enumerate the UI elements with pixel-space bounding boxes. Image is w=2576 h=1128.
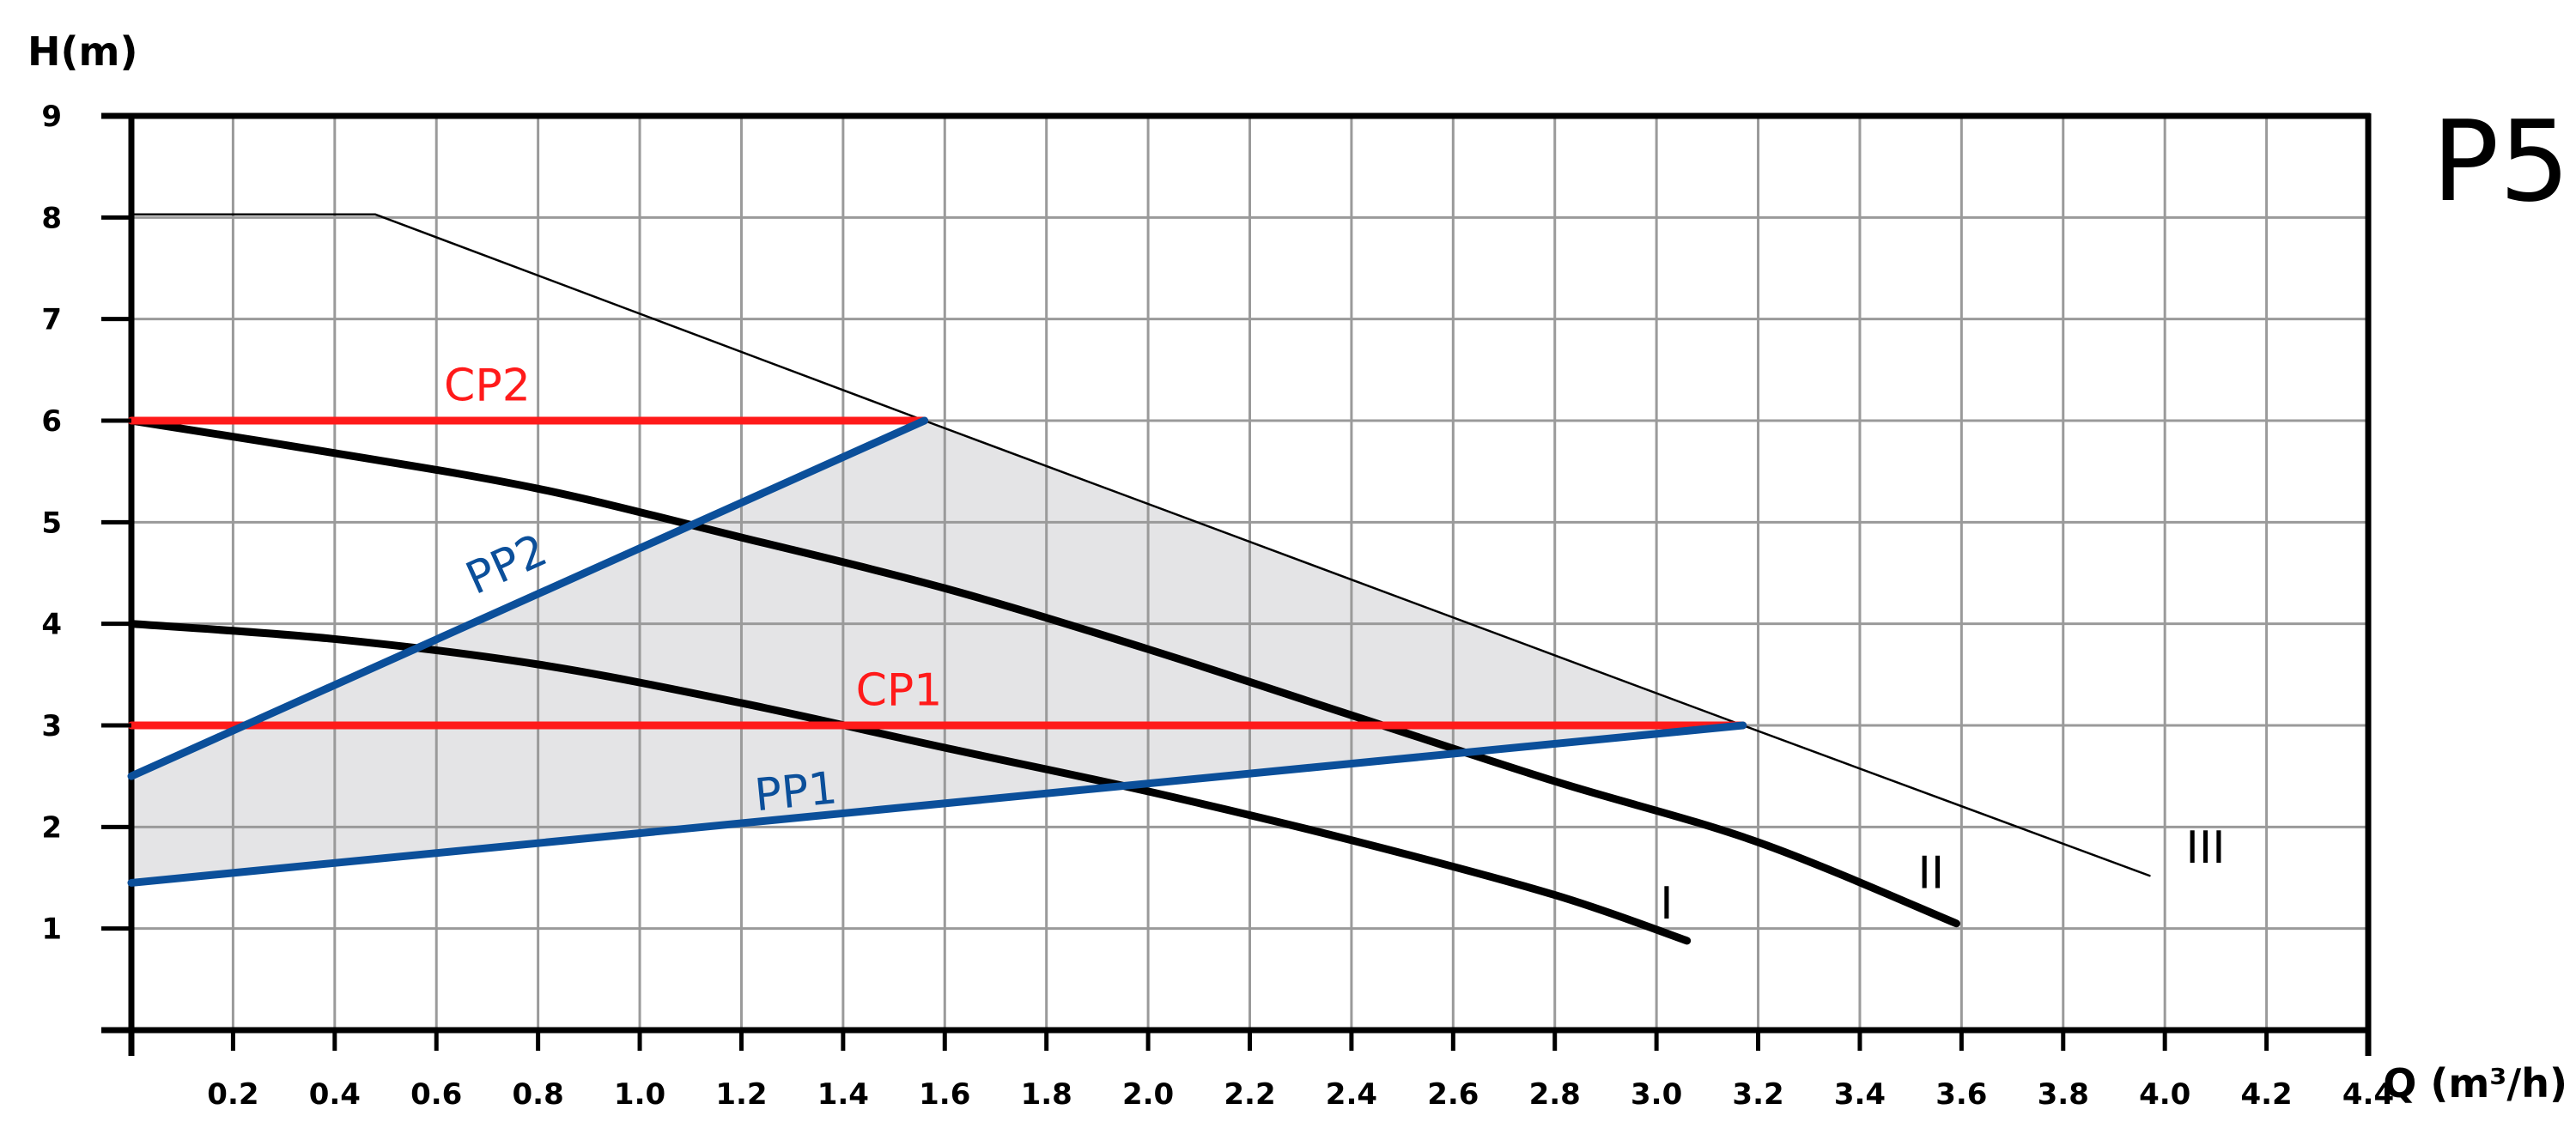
x-tick-label-1-8: 1.8 — [1021, 1077, 1072, 1112]
x-tick-label-2-2: 2.2 — [1224, 1077, 1275, 1112]
x-tick-label-1-0: 1.0 — [614, 1077, 665, 1112]
x-tick-label-2-4: 2.4 — [1326, 1077, 1377, 1112]
curve-label-ii: II — [1918, 847, 1945, 899]
x-tick-label-4-0: 4.0 — [2139, 1077, 2190, 1112]
curve-label-cp1: CP1 — [856, 664, 943, 716]
x-tick-label-3-0: 3.0 — [1631, 1077, 1682, 1112]
x-tick-label-2-6: 2.6 — [1427, 1077, 1479, 1112]
x-tick-label-3-2: 3.2 — [1732, 1077, 1783, 1112]
curve-label-i: I — [1660, 878, 1673, 930]
x-tick-label-1-6: 1.6 — [919, 1077, 970, 1112]
x-tick-label-3-6: 3.6 — [1935, 1077, 1987, 1112]
x-tick-label-0-6: 0.6 — [410, 1077, 462, 1112]
y-axis-title: H(m) — [27, 28, 137, 75]
x-tick-label-2-0: 2.0 — [1122, 1077, 1174, 1112]
y-tick-label-7: 7 — [41, 303, 62, 337]
x-tick-label-3-8: 3.8 — [2038, 1077, 2089, 1112]
y-tick-label-5: 5 — [41, 506, 62, 540]
x-tick-label-0-2: 0.2 — [207, 1077, 258, 1112]
y-tick-label-9: 9 — [41, 100, 62, 134]
curve-pp1 — [127, 721, 1747, 887]
y-tick-label-2: 2 — [41, 810, 62, 845]
curve-label-iii: III — [2186, 822, 2226, 874]
x-tick-label-1-2: 1.2 — [715, 1077, 767, 1112]
y-tick-label-4: 4 — [41, 608, 62, 642]
y-tick-label-3: 3 — [41, 709, 62, 743]
x-tick-label-0-4: 0.4 — [309, 1077, 361, 1112]
curve-i — [127, 620, 1692, 945]
model-label: P5 — [2432, 96, 2570, 227]
curve-pp2 — [127, 416, 929, 780]
curve-ii — [127, 416, 1960, 928]
x-tick-label-0-8: 0.8 — [513, 1077, 564, 1112]
x-tick-label-4-4: 4.4 — [2342, 1077, 2394, 1112]
y-tick-label-8: 8 — [41, 201, 62, 235]
curve-label-cp2: CP2 — [444, 360, 531, 411]
x-tick-label-1-4: 1.4 — [817, 1077, 869, 1112]
x-tick-label-2-8: 2.8 — [1529, 1077, 1581, 1112]
y-tick-label-1: 1 — [41, 913, 62, 947]
y-tick-label-6: 6 — [41, 404, 62, 439]
operating-region-shading — [131, 421, 1743, 883]
x-axis-title: Q (m³/h) — [2383, 1060, 2567, 1107]
x-tick-label-3-4: 3.4 — [1834, 1077, 1886, 1112]
x-tick-label-4-2: 4.2 — [2240, 1077, 2292, 1112]
curve-label-pp1: PP1 — [752, 762, 839, 822]
